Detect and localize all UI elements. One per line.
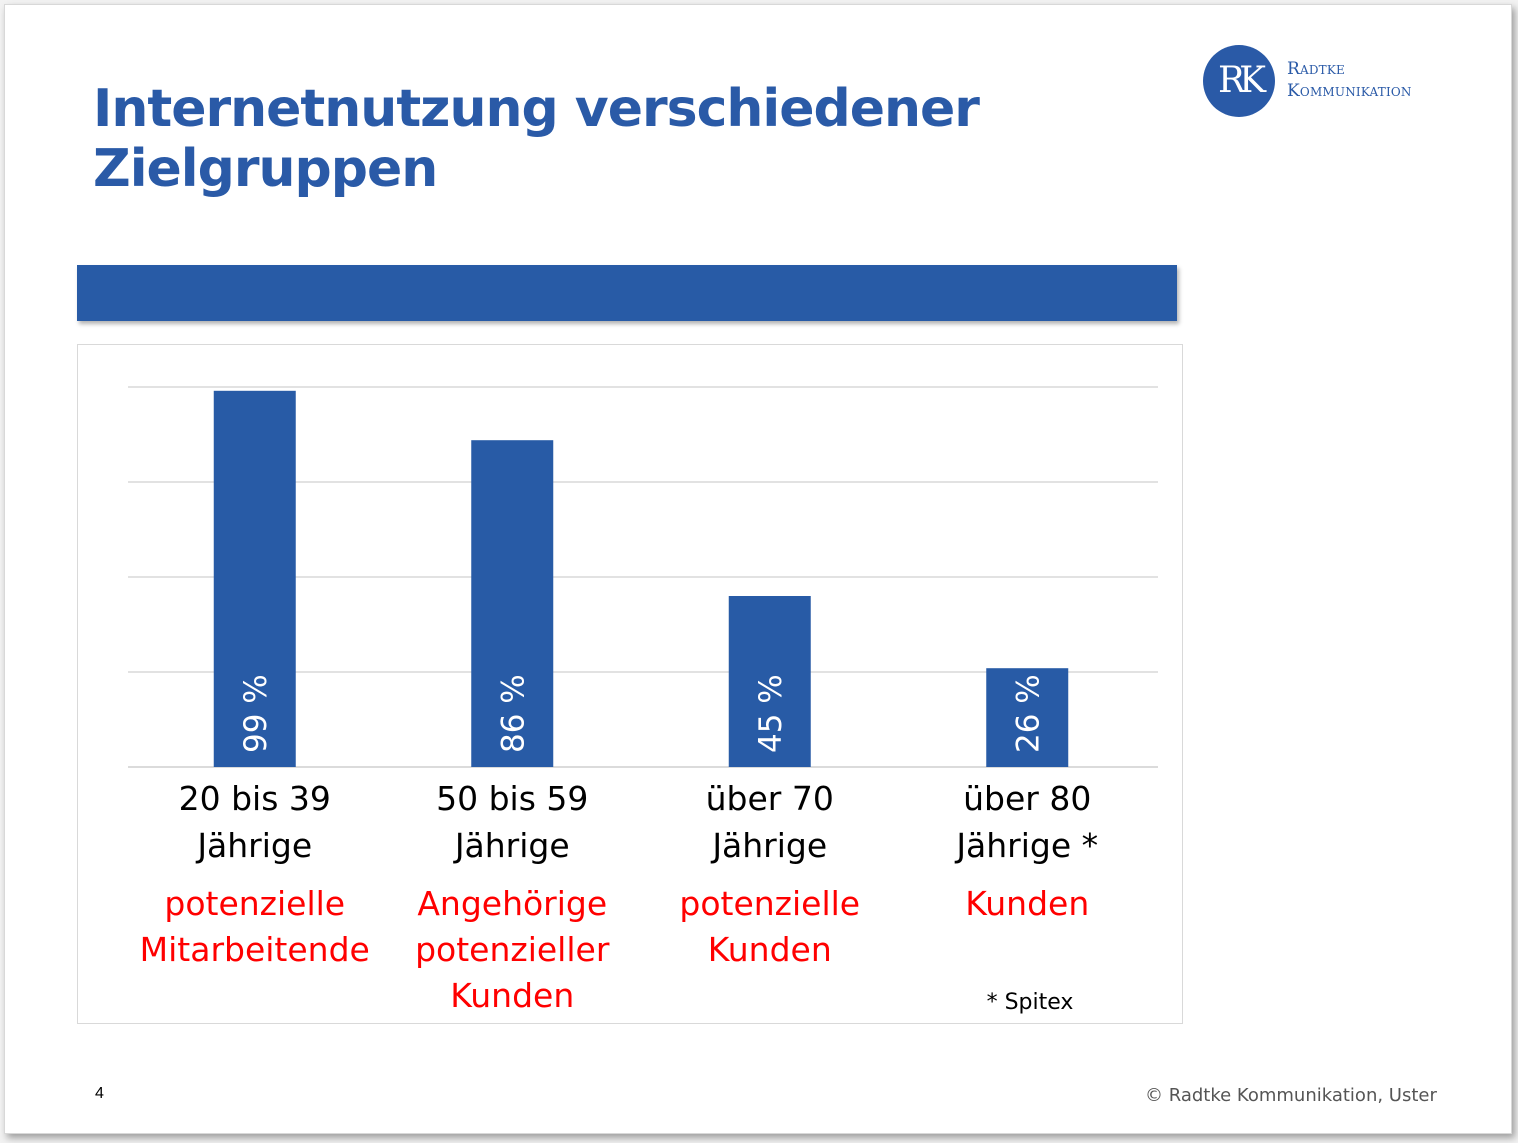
category-label: Jährige * — [954, 826, 1098, 865]
copyright-notice: © Radtke Kommunikation, Uster — [1145, 1085, 1437, 1106]
category-label: Jährige — [453, 826, 570, 865]
category-label: Jährige — [710, 826, 827, 865]
category-label: über 80 — [963, 779, 1091, 818]
title-banner — [77, 265, 1177, 321]
data-label: 26 % — [1010, 674, 1046, 753]
category-label: 50 bis 59 — [436, 779, 588, 818]
logo-name-line1: Radtke — [1287, 59, 1346, 79]
audience-label: potenzielle — [679, 884, 860, 923]
logo-monogram: RK — [1203, 45, 1275, 117]
bar — [986, 668, 1069, 767]
audience-label: potenzieller — [415, 930, 610, 969]
category-label: über 70 — [706, 779, 834, 818]
data-label: 45 % — [753, 674, 789, 753]
audience-label: potenzielle — [164, 884, 345, 923]
slide-title: Internetnutzung verschiedener Zielgruppe… — [93, 79, 980, 199]
category-label: Jährige — [195, 826, 312, 865]
data-label: 86 % — [495, 674, 531, 753]
bar — [471, 440, 554, 767]
bar — [728, 596, 811, 767]
page-number: 4 — [95, 1085, 104, 1102]
audience-label: Angehörige — [417, 884, 607, 923]
slide: Internetnutzung verschiedener Zielgruppe… — [4, 4, 1512, 1134]
audience-label: Kunden — [965, 884, 1089, 923]
logo-name-line2: Kommunikation — [1287, 81, 1412, 101]
data-label: 99 % — [238, 674, 274, 753]
audience-label: Kunden — [708, 930, 832, 969]
bar-chart: 99 % 20 bis 39 Jährige potenzielle Mitarbeit… — [128, 386, 1158, 1015]
chart-frame: 99 % 20 bis 39 Jährige potenzielle Mitarbeit… — [77, 344, 1183, 1024]
company-logo: RK Radtke Kommunikation — [1203, 45, 1443, 121]
audience-label: Kunden — [450, 976, 574, 1015]
audience-label: Mitarbeitende — [140, 930, 370, 969]
category-label: 20 bis 39 — [179, 779, 331, 818]
footnote: * Spitex — [987, 990, 1074, 1015]
bar — [213, 390, 296, 767]
